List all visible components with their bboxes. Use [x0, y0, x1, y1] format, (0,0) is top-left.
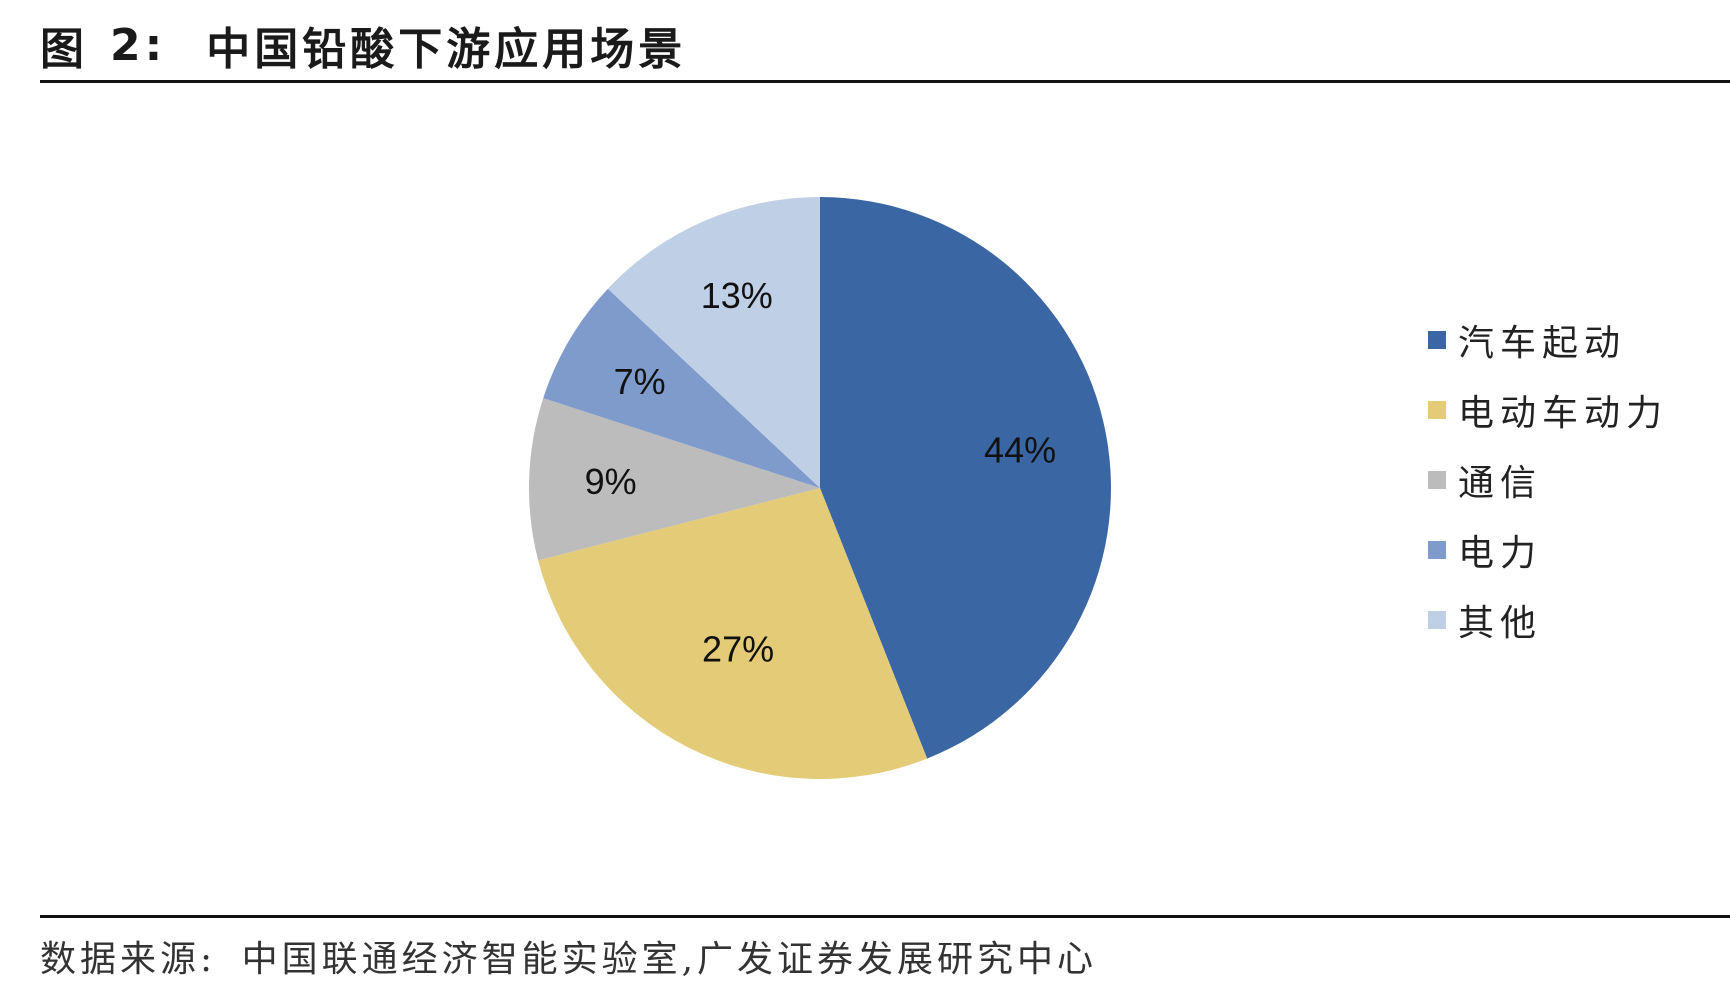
legend-swatch [1428, 541, 1446, 559]
legend-item: 电力 [1428, 515, 1668, 585]
legend-swatch [1428, 611, 1446, 629]
slice-data-label: 44% [984, 429, 1056, 470]
top-divider [40, 80, 1730, 83]
legend-label: 电动车动力 [1458, 393, 1669, 434]
legend-item: 汽车起动 [1428, 305, 1668, 375]
source-note: 数据来源: 中国联通经济智能实验室,广发证券发展研究中心 [40, 930, 1097, 982]
pie-slice [543, 288, 820, 488]
slice-data-label: 7% [614, 361, 666, 402]
slice-data-label: 13% [701, 275, 773, 316]
legend-label: 汽车起动 [1458, 323, 1627, 364]
legend-item: 通信 [1428, 445, 1668, 515]
pie-slice [607, 197, 820, 488]
figure-label: 图 [40, 24, 88, 75]
legend-label: 电力 [1458, 533, 1543, 574]
source-label: 数据来源: [40, 939, 217, 980]
chart-title: 中国铅酸下游应用场景 [206, 24, 687, 75]
bottom-divider [40, 915, 1730, 918]
source-text: 中国联通经济智能实验室,广发证券发展研究中心 [241, 939, 1098, 980]
legend-label: 其他 [1458, 603, 1543, 644]
legend-label: 通信 [1458, 463, 1543, 504]
chart-legend: 汽车起动 电动车动力 通信 电力 其他 [1428, 305, 1668, 655]
legend-swatch [1428, 471, 1446, 489]
pie-slice [538, 488, 928, 779]
legend-item: 电动车动力 [1428, 375, 1668, 445]
legend-swatch [1428, 401, 1446, 419]
pie-slice [529, 398, 820, 561]
legend-item: 其他 [1428, 585, 1668, 655]
pie-slice [820, 197, 1111, 759]
slice-data-label: 9% [585, 461, 637, 502]
slice-data-label: 27% [702, 628, 774, 669]
figure-header: 图 2: 中国铅酸下游应用场景 [40, 10, 686, 80]
figure-number: 2: [110, 19, 167, 71]
legend-swatch [1428, 331, 1446, 349]
